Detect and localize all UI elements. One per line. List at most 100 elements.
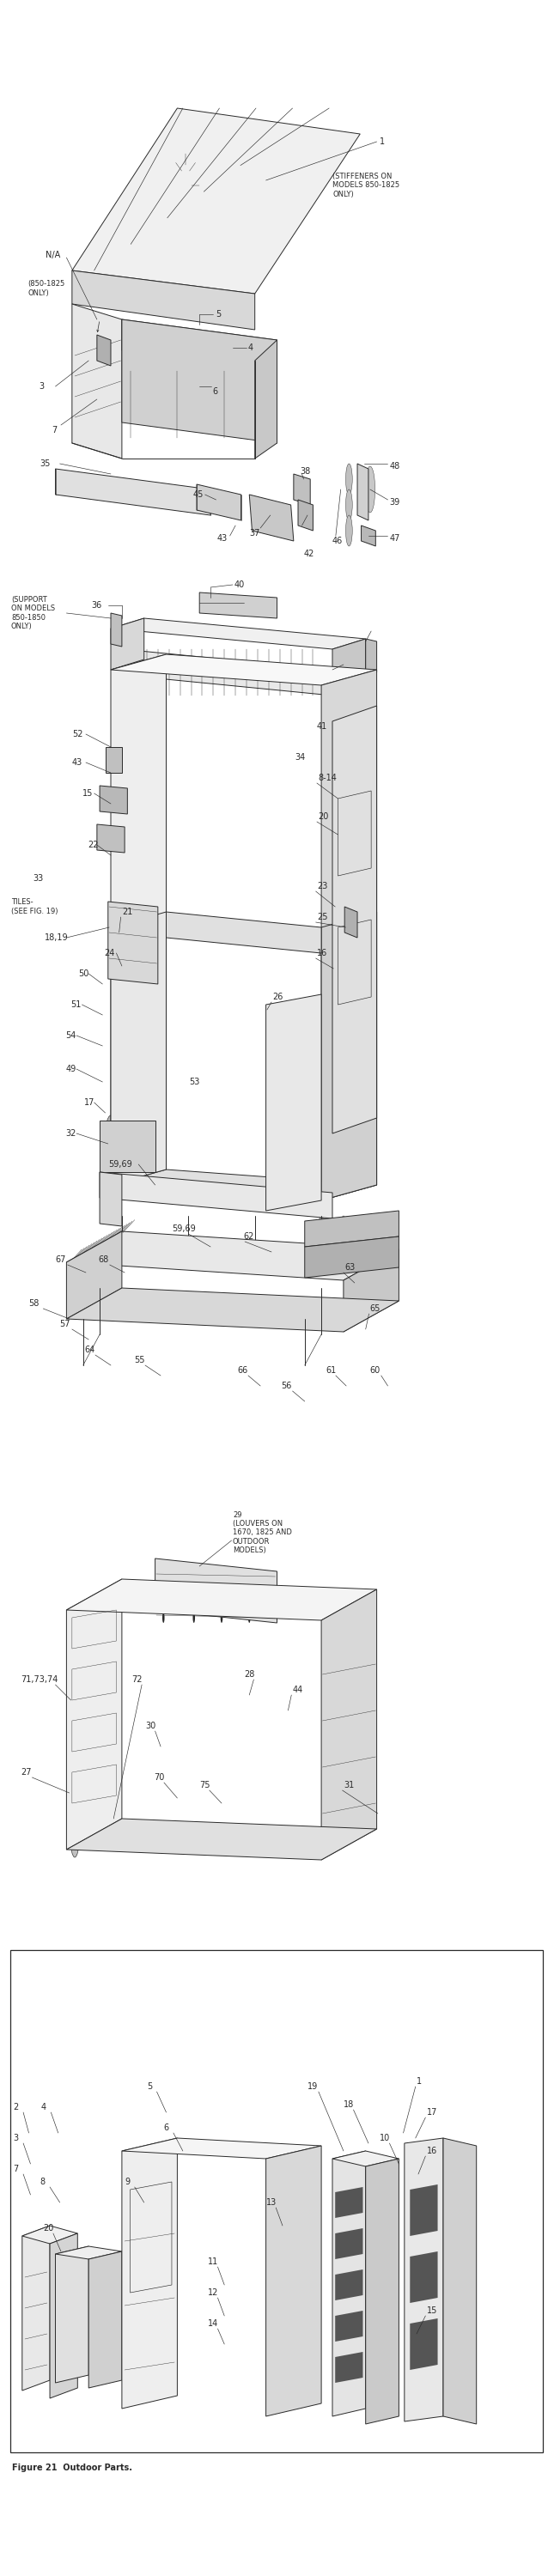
Text: 35: 35 [40,459,50,469]
Polygon shape [166,912,321,953]
Text: 29
(LOUVERS ON
1670, 1825 AND
OUTDOOR
MODELS): 29 (LOUVERS ON 1670, 1825 AND OUTDOOR MO… [233,1512,292,1553]
Text: 63: 63 [345,1262,355,1273]
Text: 49: 49 [65,1064,76,1074]
Polygon shape [111,618,144,670]
Polygon shape [155,1558,277,1623]
Polygon shape [111,654,166,1185]
Text: 50: 50 [79,969,89,979]
Text: 41: 41 [317,721,327,732]
Text: 7: 7 [13,2164,19,2174]
Polygon shape [66,1231,399,1280]
Polygon shape [335,2311,363,2342]
Text: 55: 55 [134,1355,145,1365]
Polygon shape [343,1249,399,1332]
Polygon shape [255,340,277,459]
Text: 17: 17 [84,1097,95,1108]
Polygon shape [294,474,310,505]
Polygon shape [122,2138,177,2409]
Circle shape [68,2298,76,2339]
Text: 59,69: 59,69 [172,1224,196,1234]
Polygon shape [97,335,111,366]
Polygon shape [122,2138,321,2159]
Polygon shape [443,2138,476,2424]
Text: 58: 58 [29,1298,39,1309]
Text: (850-1825
ONLY): (850-1825 ONLY) [28,281,65,296]
Polygon shape [335,2187,363,2218]
Circle shape [346,464,352,495]
Text: 10: 10 [379,2133,390,2143]
Text: 36: 36 [91,600,102,611]
Circle shape [346,515,352,546]
Polygon shape [66,1579,122,1850]
Circle shape [83,1808,92,1850]
Text: 15: 15 [82,788,93,799]
Polygon shape [122,319,277,371]
Polygon shape [199,592,277,618]
Text: 47: 47 [389,533,400,544]
Text: 42: 42 [304,549,314,559]
Circle shape [362,1216,369,1247]
Polygon shape [321,670,377,1200]
Polygon shape [321,912,377,1200]
Text: 3: 3 [13,2133,18,2143]
Text: 67: 67 [55,1255,66,1265]
Text: 6: 6 [213,386,218,397]
Polygon shape [111,618,366,649]
Text: 5: 5 [147,2081,152,2092]
Polygon shape [105,747,122,773]
Polygon shape [55,2246,89,2383]
Polygon shape [335,2228,363,2259]
Polygon shape [72,108,360,294]
Text: 13: 13 [266,2197,276,2208]
Text: 8: 8 [40,2177,45,2187]
Text: 11: 11 [208,2257,218,2267]
Text: 30: 30 [145,1721,156,1731]
Circle shape [170,113,201,258]
Text: 51: 51 [71,999,81,1010]
Text: 52: 52 [72,729,83,739]
Text: 1: 1 [417,2076,422,2087]
Text: 16: 16 [427,2146,437,2156]
Circle shape [63,2277,81,2360]
Text: 57: 57 [60,1319,70,1329]
Text: 20: 20 [318,811,329,822]
Polygon shape [332,2151,366,2416]
Text: 66: 66 [237,1365,248,1376]
Text: 65: 65 [370,1303,381,1314]
Text: 39: 39 [389,497,400,507]
Text: 40: 40 [234,580,245,590]
Polygon shape [72,270,255,330]
Text: 37: 37 [249,528,260,538]
Text: 24: 24 [104,948,115,958]
Polygon shape [266,994,321,1211]
Text: 4: 4 [41,2102,46,2112]
Text: (STIFFENERS ON
MODELS 850-1825
ONLY): (STIFFENERS ON MODELS 850-1825 ONLY) [332,173,399,198]
Polygon shape [332,639,366,690]
Circle shape [119,1121,130,1172]
Text: 4: 4 [248,343,253,353]
Circle shape [104,1115,117,1177]
Text: 7: 7 [52,425,57,435]
Polygon shape [332,706,377,1133]
Polygon shape [410,2251,438,2303]
Polygon shape [410,2184,438,2236]
Text: 59,69: 59,69 [108,1159,132,1170]
Polygon shape [66,1579,377,1620]
Polygon shape [345,907,357,938]
Polygon shape [404,2138,443,2421]
Polygon shape [366,639,377,672]
Circle shape [318,1216,325,1247]
Polygon shape [305,1211,399,1247]
Polygon shape [111,613,122,647]
Polygon shape [249,495,294,541]
Text: 27: 27 [21,1767,32,1777]
Text: 25: 25 [317,912,327,922]
Text: 45: 45 [193,489,203,500]
Polygon shape [111,912,166,1185]
Circle shape [248,1613,250,1623]
Circle shape [365,466,375,513]
Polygon shape [361,526,376,546]
Text: 33: 33 [33,873,44,884]
Polygon shape [335,2352,363,2383]
Text: 32: 32 [65,1128,76,1139]
